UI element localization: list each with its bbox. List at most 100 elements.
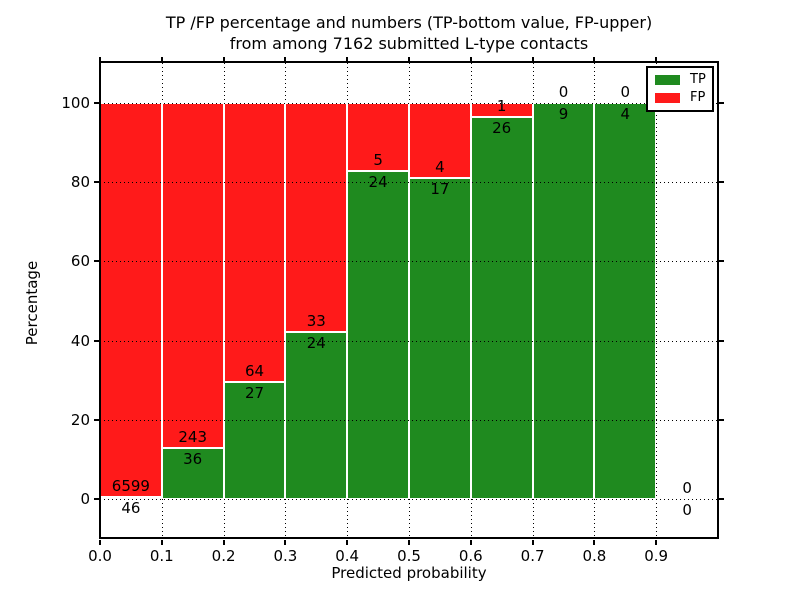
tp-count-label: 36	[183, 450, 203, 469]
bar-segment-fp	[409, 102, 471, 179]
x-tick-label: 0.4	[335, 547, 360, 565]
x-tick-mark	[284, 540, 287, 545]
y-tick-mark	[94, 419, 99, 421]
tp-count-label: 24	[368, 173, 388, 192]
legend-entry-fp: FP	[655, 91, 705, 105]
tp-count-label: 27	[244, 383, 265, 402]
fp-count-label: 5	[373, 151, 383, 170]
y-tick-mark	[94, 101, 99, 104]
bar-segment-fp	[285, 102, 348, 333]
x-tick-mark-top	[469, 57, 472, 62]
bar-segment-fp	[347, 102, 409, 172]
fp-count-label: 4	[435, 158, 445, 177]
x-tick-mark-top	[593, 57, 596, 62]
x-tick-mark	[408, 540, 410, 545]
tp-count-label: 4	[620, 104, 631, 123]
chart-title-line1: TP /FP percentage and numbers (TP-bottom…	[165, 13, 653, 32]
bar-segment-tp	[285, 332, 348, 500]
x-tick-label: 0.9	[644, 547, 669, 565]
bar-segment-tp	[409, 178, 471, 500]
horizontal-gridline	[100, 420, 718, 421]
fp-count-label: 0	[620, 82, 631, 101]
y-tick-mark	[94, 498, 99, 501]
x-tick-mark-top	[346, 57, 349, 62]
tp-count-label: 26	[492, 119, 512, 138]
bar-segment-tp	[594, 102, 657, 500]
x-tick-mark	[222, 540, 225, 545]
fp-count-label: 1	[496, 97, 507, 116]
x-tick-mark-top	[284, 57, 287, 62]
x-tick-mark	[346, 540, 349, 545]
fp-count-label: 64	[244, 361, 265, 380]
x-tick-label: 0.3	[273, 547, 298, 565]
legend-label-fp: FP	[690, 90, 706, 105]
x-tick-label: 0.6	[458, 547, 483, 565]
y-tick-mark-right	[719, 419, 724, 421]
bar-segment-tp	[223, 381, 286, 500]
bar-segment-tp	[161, 448, 224, 500]
x-tick-mark-top	[408, 57, 410, 62]
x-tick-mark	[469, 540, 472, 545]
fp-color-swatch	[655, 93, 680, 103]
y-tick-mark-right	[719, 101, 724, 104]
tp-count-label: 46	[121, 498, 141, 517]
x-tick-mark	[99, 540, 101, 545]
y-tick-label: 100	[61, 93, 90, 112]
y-tick-mark-right	[719, 498, 724, 501]
vertical-gridline	[656, 63, 658, 539]
horizontal-gridline	[100, 261, 718, 263]
x-tick-label: 0.8	[582, 547, 607, 565]
fp-count-label: 0	[558, 82, 569, 101]
y-tick-mark	[94, 260, 99, 263]
y-tick-mark-right	[719, 260, 724, 263]
chart-title-line2: from among 7162 submitted L-type contact…	[229, 34, 589, 53]
y-tick-label: 0	[80, 490, 90, 509]
x-tick-label: 0.0	[88, 547, 112, 565]
x-tick-label: 0.2	[211, 547, 236, 565]
y-axis-label: Percentage	[23, 260, 41, 346]
x-tick-mark-top	[222, 57, 225, 62]
bar-segment-fp	[100, 102, 162, 497]
chart-title: TP /FP percentage and numbers (TP-bottom…	[9, 12, 800, 54]
tp-color-swatch	[655, 75, 680, 85]
fp-count-label: 33	[306, 312, 326, 331]
legend: TP FP	[646, 66, 714, 112]
x-tick-mark-top	[99, 57, 101, 62]
x-tick-label: 0.7	[520, 547, 545, 565]
y-tick-mark-right	[719, 181, 724, 183]
horizontal-gridline	[100, 499, 718, 501]
tp-count-label: 9	[558, 104, 569, 123]
bar-segment-tp	[347, 171, 409, 500]
x-tick-mark	[531, 540, 534, 545]
y-tick-mark-right	[719, 339, 724, 342]
horizontal-gridline	[100, 102, 718, 104]
bar-segment-fp	[161, 102, 224, 449]
tp-count-label: 0	[682, 501, 692, 520]
tp-count-label: 24	[306, 334, 326, 353]
y-tick-label: 80	[70, 173, 90, 191]
y-tick-label: 40	[70, 331, 90, 350]
y-tick-label: 20	[70, 411, 90, 429]
x-tick-mark	[160, 540, 163, 545]
x-tick-label: 0.5	[397, 547, 421, 565]
fp-count-label: 0	[682, 479, 692, 498]
x-tick-mark-top	[160, 57, 163, 62]
x-tick-mark-top	[655, 57, 658, 62]
x-tick-mark	[593, 540, 596, 545]
y-tick-mark	[94, 339, 99, 342]
horizontal-gridline	[100, 182, 718, 183]
y-tick-mark	[94, 181, 99, 183]
x-tick-mark	[655, 540, 658, 545]
x-axis-label: Predicted probability	[331, 564, 487, 582]
y-tick-label: 60	[70, 252, 90, 271]
bar-segment-fp	[223, 102, 286, 382]
x-tick-label: 0.1	[149, 547, 174, 565]
horizontal-gridline	[100, 340, 718, 342]
legend-label-tp: TP	[690, 72, 706, 87]
legend-entry-tp: TP	[655, 72, 706, 87]
bar-segment-tp	[532, 102, 595, 500]
tp-count-label: 17	[430, 180, 450, 199]
fp-count-label: 6599	[111, 476, 150, 495]
x-tick-mark-top	[531, 57, 534, 62]
